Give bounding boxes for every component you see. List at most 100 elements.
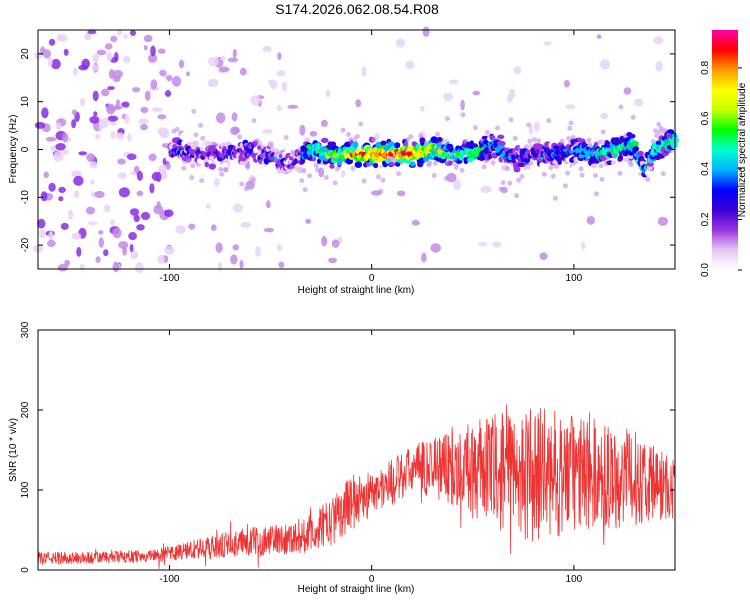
spectrogram-cell: [94, 190, 105, 199]
spectrogram-cell: [34, 121, 46, 129]
spectrogram-cell: [361, 66, 367, 77]
spectrogram-cell: [208, 56, 219, 67]
spectrogram-cell: [459, 167, 465, 173]
spectrogram-cell: [89, 116, 100, 124]
spectrogram-cell: [361, 178, 367, 184]
spectrogram-cell: [563, 80, 570, 88]
spectrogram-cell: [302, 187, 308, 193]
spectrogram-cell: [508, 117, 514, 123]
spectrogram-cell: [232, 203, 243, 213]
spectrogram-cell: [568, 120, 574, 126]
spectrogram-cell: [156, 171, 162, 183]
spectrogram-cell: [530, 164, 538, 171]
colorbar-label: Normalized spectral amplitude: [737, 82, 748, 217]
spectrogram-cell: [321, 236, 328, 247]
spectrogram-cell: [255, 246, 261, 257]
spectrogram-cell: [550, 173, 556, 179]
spectrogram-cell: [174, 126, 180, 132]
spectrogram-cell: [56, 34, 65, 42]
snr-panel: -100 0 100 0 100 200 300 Height of straight li…: [8, 321, 676, 595]
snr-plot-area: [38, 330, 675, 570]
spectrogram-cell: [447, 160, 454, 166]
spectrogram-cell: [284, 146, 292, 153]
spectrogram-cell: [157, 254, 165, 264]
spectrogram-cell: [122, 246, 127, 256]
colorbar-tick-label: 0.8: [700, 61, 711, 75]
spectrogram-cell: [136, 190, 144, 197]
spectrogram-cell: [329, 164, 335, 169]
spectrogram-cell: [58, 196, 64, 202]
spectrogram-cell: [78, 151, 88, 156]
spectrogram-cell: [628, 162, 634, 168]
spectrogram-cell: [94, 134, 101, 140]
spectrogram-cell: [231, 112, 238, 122]
snr-xtick-label: 0: [369, 574, 375, 585]
spectrogram-cell: [448, 79, 459, 84]
spectrogram-cell: [128, 232, 138, 241]
spectrogram-cell: [171, 75, 182, 87]
spectrogram-cell: [472, 125, 478, 131]
spectrogram-cell: [404, 159, 412, 164]
spectrogram-cell: [186, 71, 190, 77]
spectrogram-cell: [95, 256, 101, 263]
spectrogram-cell: [579, 172, 585, 178]
spectrogram-cell: [660, 171, 666, 177]
spectrogram-ytick-label: 10: [20, 96, 31, 108]
spectrogram-cell: [435, 131, 440, 137]
spectrogram-cell: [409, 161, 416, 167]
spectrogram-ytick-label: -10: [20, 190, 31, 205]
spectrogram-cell: [421, 252, 427, 263]
spectrogram-cell: [123, 33, 128, 39]
spectrogram-cell: [129, 244, 134, 253]
spectrogram-cell: [654, 133, 660, 139]
spectrogram-cell: [304, 137, 311, 142]
spectrogram-cell: [267, 79, 274, 84]
spectrogram-cell: [51, 58, 61, 70]
spectrogram-cell: [340, 170, 346, 178]
spectrogram-cell: [628, 133, 636, 139]
spectrogram-cell: [48, 182, 56, 192]
spectrogram-cell: [40, 191, 48, 202]
spectrogram-cell: [187, 141, 194, 146]
figure-title: S174.2026.062.08.54.R08: [275, 1, 439, 17]
spectrogram-cell: [239, 259, 244, 269]
spectrogram-cell: [143, 34, 153, 43]
spectrogram-cell: [480, 185, 492, 193]
spectrogram-cell: [114, 52, 119, 62]
spectrogram-cell: [220, 55, 226, 61]
spectrogram-cell: [396, 171, 402, 177]
spectrogram-cell: [369, 161, 375, 166]
snr-ytick-label: 200: [20, 401, 31, 418]
spectrogram-cell: [164, 90, 172, 97]
spectrogram-cell: [531, 137, 537, 143]
spectrogram-cell: [115, 99, 121, 110]
spectrogram-cell: [63, 48, 69, 56]
spectrogram-cell: [403, 141, 409, 147]
spectrogram-cell: [623, 157, 629, 162]
spectrogram-cell: [617, 154, 624, 162]
spectrogram-cell: [481, 135, 489, 140]
spectrogram-cell: [411, 219, 420, 226]
spectrogram-cell: [191, 108, 197, 114]
spectrogram-cell: [98, 122, 103, 132]
spectrogram-cell: [526, 122, 532, 128]
spectrogram-cell: [150, 79, 158, 90]
spectrogram-cell: [88, 221, 98, 226]
spectrogram-cell: [117, 158, 126, 165]
spectrogram-cell: [157, 114, 167, 120]
spectrogram-cell: [136, 170, 143, 181]
spectrogram-cell: [427, 160, 433, 166]
spectrogram-cell: [172, 156, 180, 162]
spectrogram-cell: [213, 178, 220, 187]
spectrogram-cell: [618, 104, 624, 110]
spectrogram-cell: [47, 56, 53, 68]
spectrogram-cell: [323, 174, 329, 180]
spectrogram-cell: [126, 153, 137, 161]
spectrogram-cell: [230, 254, 238, 265]
spectrogram-cell: [354, 133, 360, 139]
spectrogram-cell: [657, 129, 663, 135]
spectrogram-cell: [276, 70, 286, 77]
snr-xtick-label: 100: [566, 574, 583, 585]
spectrogram-cell: [513, 166, 521, 173]
